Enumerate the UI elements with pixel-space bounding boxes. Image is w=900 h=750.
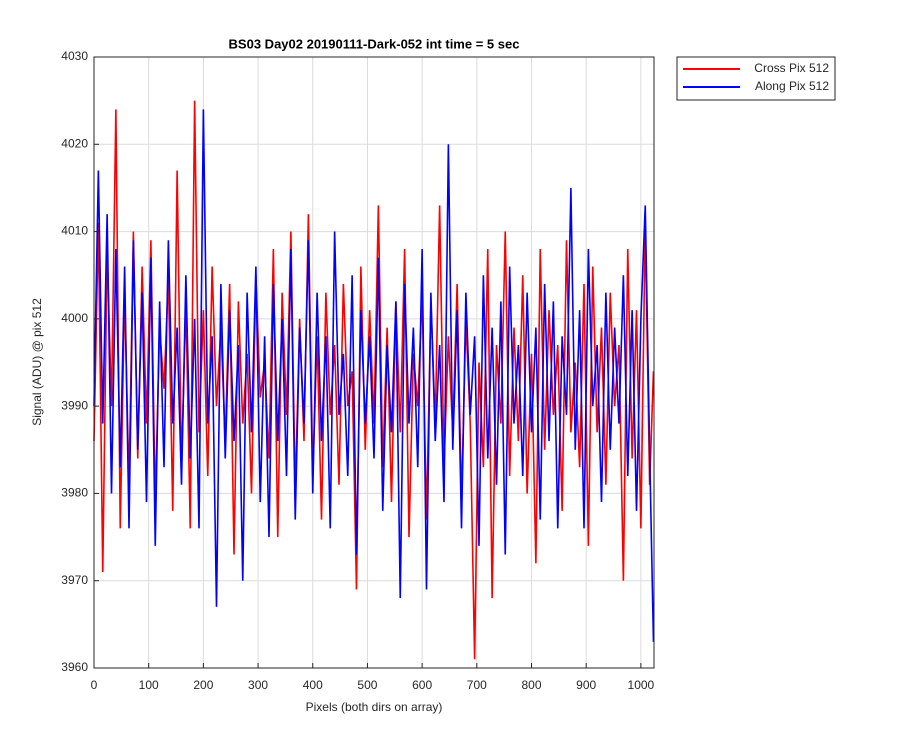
y-tick-label: 4020: [61, 136, 88, 150]
legend-label: Cross Pix 512: [754, 61, 829, 75]
y-tick-label: 3960: [61, 660, 88, 674]
y-tick-label: 4010: [61, 224, 88, 238]
chart-title: BS03 Day02 20190111-Dark-052 int time = …: [229, 36, 520, 51]
series-line: [93, 109, 655, 642]
x-tick-label: 800: [521, 678, 541, 692]
x-tick-label: 900: [576, 678, 596, 692]
y-tick-label: 3980: [61, 486, 88, 500]
y-tick-label: 3970: [61, 573, 88, 587]
legend: Cross Pix 512 Along Pix 512: [676, 56, 836, 101]
x-tick-label: 300: [248, 678, 268, 692]
plot-area: [93, 100, 655, 660]
legend-label: Along Pix 512: [755, 79, 829, 93]
y-tick-label: 4000: [61, 311, 88, 325]
x-tick-label: 200: [193, 678, 213, 692]
x-tick-label: 100: [139, 678, 159, 692]
y-axis-label: Signal (ADU) @ pix 512: [30, 298, 44, 426]
x-tick-label: 1000: [628, 678, 655, 692]
x-tick-label: 600: [412, 678, 432, 692]
legend-box: [676, 56, 836, 101]
y-tick-label: 4030: [61, 49, 88, 63]
x-tick-label: 0: [91, 678, 98, 692]
axes-box: [93, 56, 655, 669]
x-tick-label: 500: [357, 678, 377, 692]
x-tick-label: 400: [303, 678, 323, 692]
x-tick-label: 700: [467, 678, 487, 692]
y-tick-label: 3990: [61, 398, 88, 412]
x-axis-label: Pixels (both dirs on array): [306, 700, 443, 714]
